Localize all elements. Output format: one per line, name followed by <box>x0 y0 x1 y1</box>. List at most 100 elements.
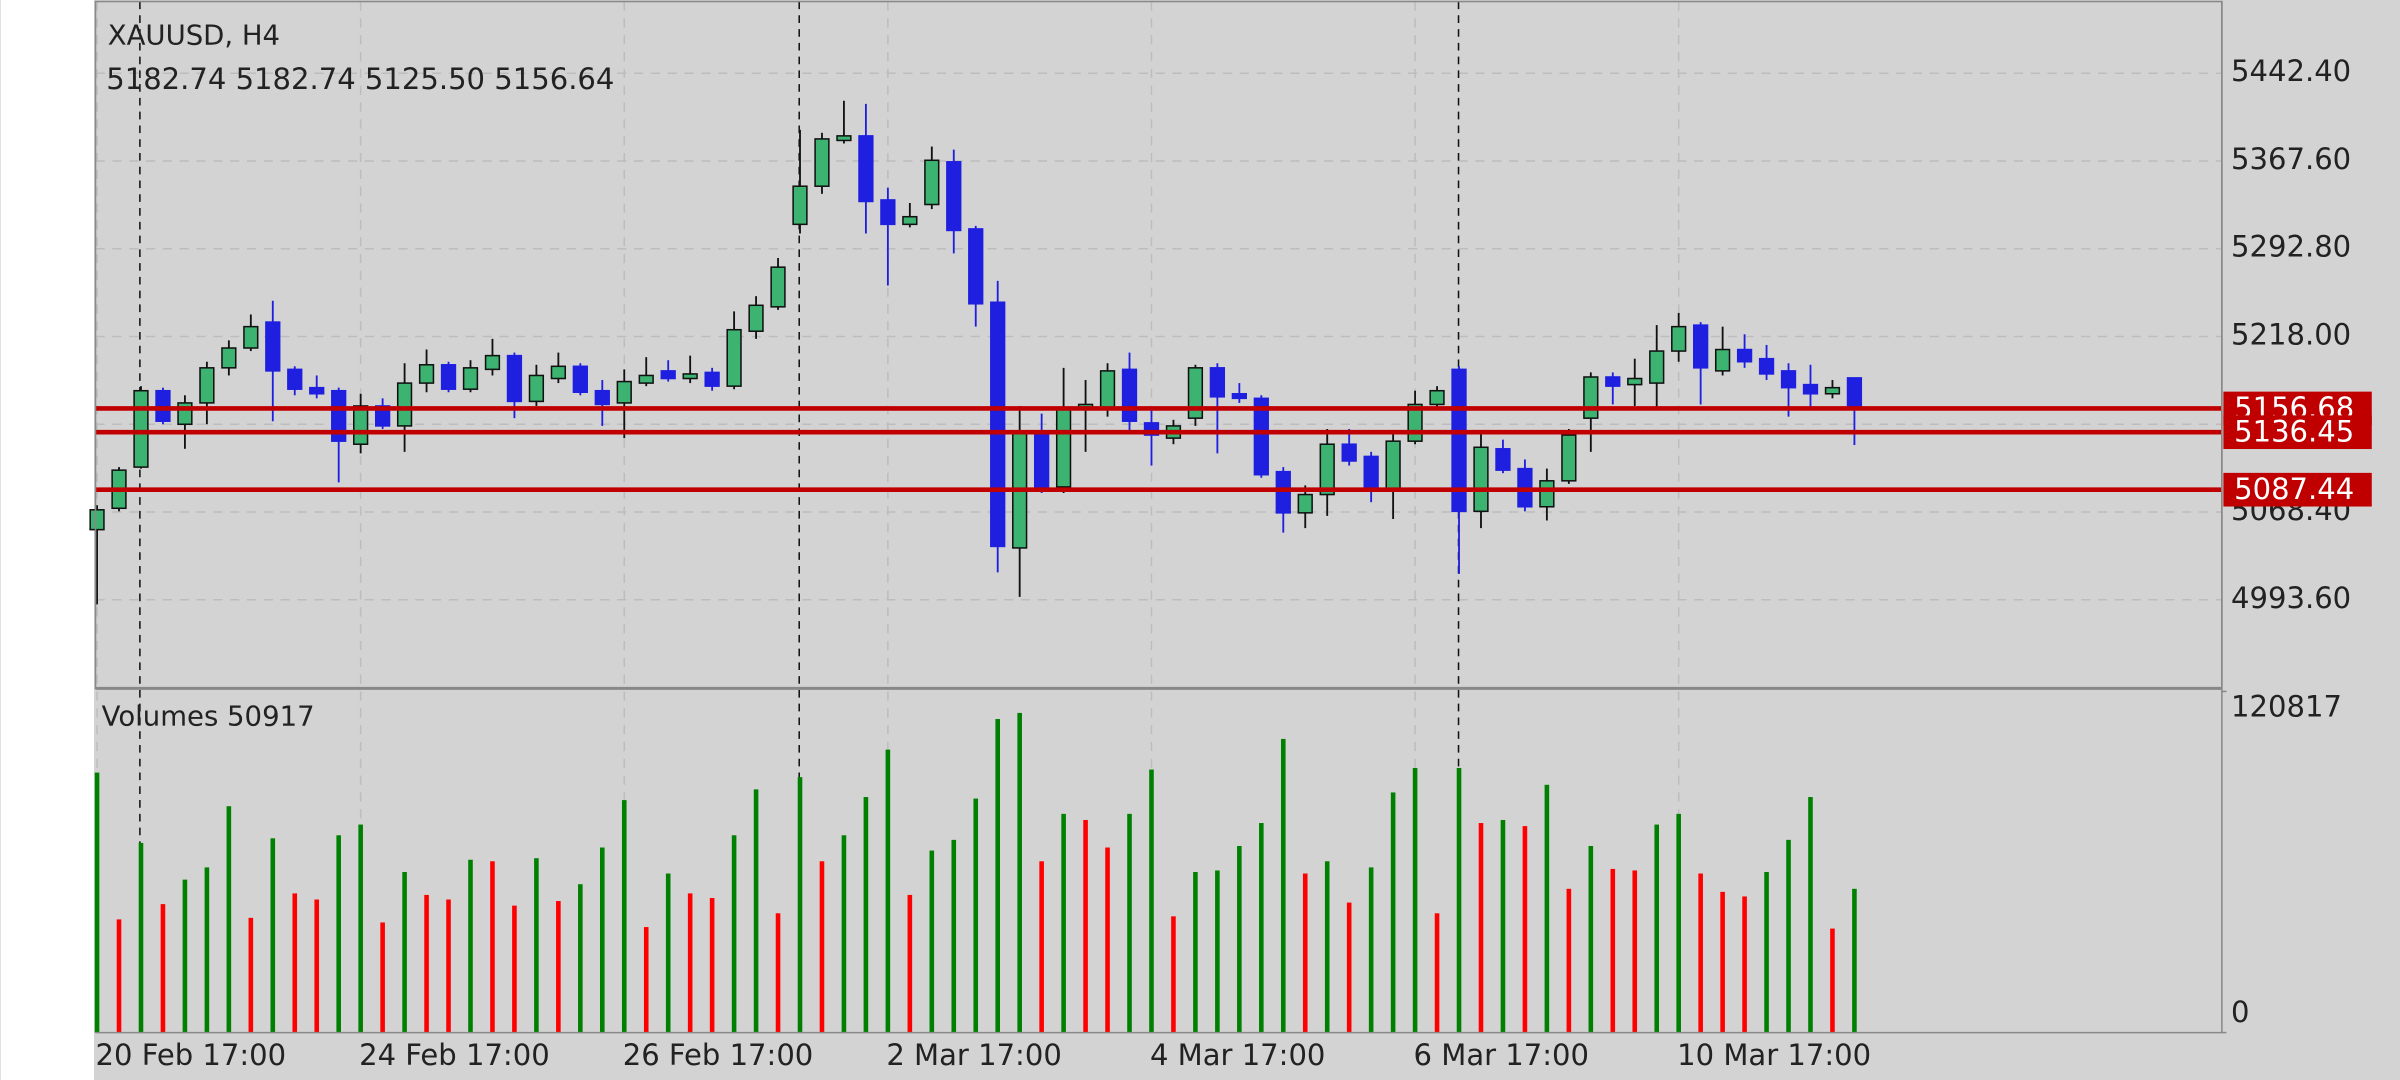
volume-bar <box>1632 870 1638 1033</box>
candle-body <box>1539 480 1555 508</box>
candle-body <box>704 371 720 387</box>
candle-body <box>484 354 501 371</box>
candle-body <box>902 215 918 226</box>
volume-bar <box>138 842 144 1033</box>
volume-bar <box>1742 896 1747 1033</box>
volume-bar <box>204 867 210 1033</box>
candle-body <box>1627 377 1643 386</box>
candle-body <box>682 373 698 380</box>
volume-bar <box>248 917 254 1033</box>
candle-body <box>506 354 523 403</box>
volume-bar <box>1500 819 1506 1033</box>
labels: 4993.605068.405143.205218.005292.805367.… <box>96 54 2372 1072</box>
candle-body <box>880 199 896 226</box>
candle-body <box>1473 446 1489 513</box>
y-tick-label: 120817 <box>2231 689 2342 723</box>
volume-bar <box>929 850 935 1033</box>
volume-bar <box>1127 813 1132 1033</box>
volume-bar <box>116 919 122 1033</box>
x-tick-label: 20 Feb 17:00 <box>96 1038 287 1072</box>
volume-bar <box>1610 868 1616 1033</box>
candle-body <box>1802 383 1819 395</box>
candle-body <box>748 304 764 332</box>
volume-bar <box>446 899 451 1033</box>
candle-body <box>924 159 940 206</box>
candle-body <box>155 389 171 422</box>
volume-bar <box>1105 847 1110 1033</box>
volume-bar <box>292 893 298 1033</box>
candle-body <box>572 365 588 394</box>
volume-bar <box>731 835 737 1033</box>
volume-bar <box>1698 873 1703 1033</box>
volume-bar <box>885 749 891 1033</box>
volume-bar <box>1215 870 1220 1033</box>
candle-body <box>660 370 676 380</box>
candle-body <box>814 138 830 187</box>
x-tick-label: 10 Mar 17:00 <box>1677 1038 1871 1072</box>
candle-body <box>1758 357 1775 375</box>
volume-bar <box>226 806 232 1033</box>
volume-title: Volumes 50917 <box>102 700 315 732</box>
candle-body <box>309 386 325 395</box>
volume-bar <box>1149 769 1154 1033</box>
candle-body <box>638 374 654 384</box>
volume-bar <box>1544 784 1550 1033</box>
volume-bar <box>1083 819 1088 1033</box>
volume-bar <box>1259 823 1264 1033</box>
candle-body <box>726 328 742 387</box>
volume-bar <box>1171 916 1176 1033</box>
candle-body <box>1253 397 1269 476</box>
candle-body <box>89 509 105 531</box>
y-tick-label: 5442.40 <box>2231 54 2351 88</box>
volume-bar <box>1764 871 1769 1033</box>
candle-body <box>1385 440 1401 491</box>
volume-bar <box>336 835 341 1033</box>
price-level-label: 5087.44 <box>2234 472 2354 506</box>
volume-bar <box>1456 767 1462 1033</box>
volume-bar <box>1390 792 1396 1033</box>
volume-bar <box>709 897 715 1033</box>
volume-bar <box>1852 888 1857 1033</box>
candle-body <box>1605 376 1621 387</box>
volume-bar <box>1302 873 1308 1033</box>
candle-body <box>1055 408 1072 488</box>
volume-bar <box>1588 845 1594 1033</box>
candle-body <box>353 405 369 445</box>
candle-body <box>1736 348 1753 363</box>
candle-body <box>1033 434 1050 491</box>
candle-body <box>1341 443 1357 462</box>
candle-body <box>1121 368 1138 422</box>
x-tick-label: 6 Mar 17:00 <box>1414 1038 1589 1072</box>
volume-bar <box>797 777 803 1033</box>
candle-body <box>1231 392 1247 400</box>
volume-bar <box>643 927 649 1033</box>
frame <box>94 0 2223 1034</box>
candle-body <box>1187 367 1204 419</box>
candle-body <box>1099 370 1116 409</box>
volume-bar <box>182 879 188 1033</box>
volume-bar <box>1808 797 1813 1033</box>
volume-bar <box>380 922 385 1033</box>
candle-body <box>550 365 567 380</box>
volume-bar <box>1193 871 1198 1033</box>
volume-bar <box>1368 867 1374 1033</box>
volume-bar <box>1654 824 1660 1033</box>
volume-bar <box>578 884 583 1033</box>
candle-body <box>1561 434 1577 482</box>
candle-body <box>331 389 347 442</box>
volume-bar <box>1346 902 1352 1033</box>
y-tick-label: 0 <box>2231 995 2249 1029</box>
volume-bar <box>1412 767 1418 1033</box>
volume-bar <box>687 893 693 1033</box>
volume-bar <box>1434 913 1440 1033</box>
candle-body <box>1275 470 1291 514</box>
candle-body <box>1824 386 1841 395</box>
ohlc-readout: 5182.74 5182.74 5125.50 5156.64 <box>106 62 614 96</box>
candle-body <box>616 380 632 404</box>
x-tick-label: 24 Feb 17:00 <box>359 1038 550 1072</box>
candle-body <box>221 347 237 369</box>
left-margin <box>0 0 94 1080</box>
volume-bar <box>1566 888 1572 1033</box>
